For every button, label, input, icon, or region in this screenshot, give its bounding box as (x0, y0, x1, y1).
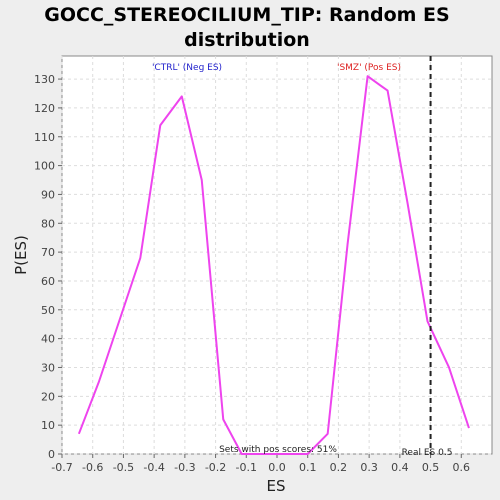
x-tick-label: -0.5 (113, 461, 134, 474)
y-axis-label: P(ES) (12, 235, 30, 275)
series-group (77, 75, 470, 455)
y-axis: 0 10 20 30 40 50 60 70 80 90 100 110 120 130 (34, 73, 62, 461)
x-tick-label: -0.4 (143, 461, 164, 474)
x-tick-label: -0.3 (174, 461, 195, 474)
neg-es-label: 'CTRL' (Neg ES) (152, 63, 222, 73)
pos-scores-annotation: Sets with pos scores: 51% (219, 445, 337, 455)
x-tick-label: 0.5 (422, 461, 440, 474)
y-tick-label: 0 (48, 448, 55, 461)
chart-title-line1: GOCC_STEREOCILIUM_TIP: Random ES (44, 4, 449, 26)
real-es-annotation: Real ES 0.5 (402, 448, 453, 458)
x-tick-label: 0.1 (299, 461, 317, 474)
y-tick-label: 40 (41, 333, 55, 346)
y-tick-label: 100 (34, 160, 55, 173)
series-line (77, 75, 470, 455)
y-tick-label: 110 (34, 131, 55, 144)
y-tick-label: 30 (41, 361, 55, 374)
y-tick-label: 80 (41, 217, 55, 230)
y-tick-label: 20 (41, 390, 55, 403)
x-axis: -0.7 -0.6 -0.5 -0.4 -0.3 -0.2 -0.1 0.0 0.1 0.2 0.3… (51, 454, 470, 474)
y-tick-label: 120 (34, 102, 55, 115)
x-tick-label: 0.4 (391, 461, 409, 474)
x-tick-label: 0.3 (360, 461, 378, 474)
grid-lines (61, 56, 492, 455)
x-axis-label: ES (267, 477, 286, 495)
x-tick-label: -0.7 (51, 461, 72, 474)
chart-title-line2: distribution (184, 29, 310, 51)
x-tick-label: 0.2 (330, 461, 348, 474)
x-tick-label: -0.6 (82, 461, 103, 474)
y-tick-label: 70 (41, 246, 55, 259)
y-tick-label: 50 (41, 304, 55, 317)
y-tick-label: 130 (34, 73, 55, 86)
x-tick-label: -0.1 (236, 461, 257, 474)
y-tick-label: 10 (41, 419, 55, 432)
x-tick-label: -0.2 (205, 461, 226, 474)
x-tick-label: 0.6 (453, 461, 471, 474)
pos-es-label: 'SMZ' (Pos ES) (337, 63, 401, 73)
y-tick-label: 90 (41, 188, 55, 201)
x-tick-label: 0.0 (268, 461, 286, 474)
y-tick-label: 60 (41, 275, 55, 288)
